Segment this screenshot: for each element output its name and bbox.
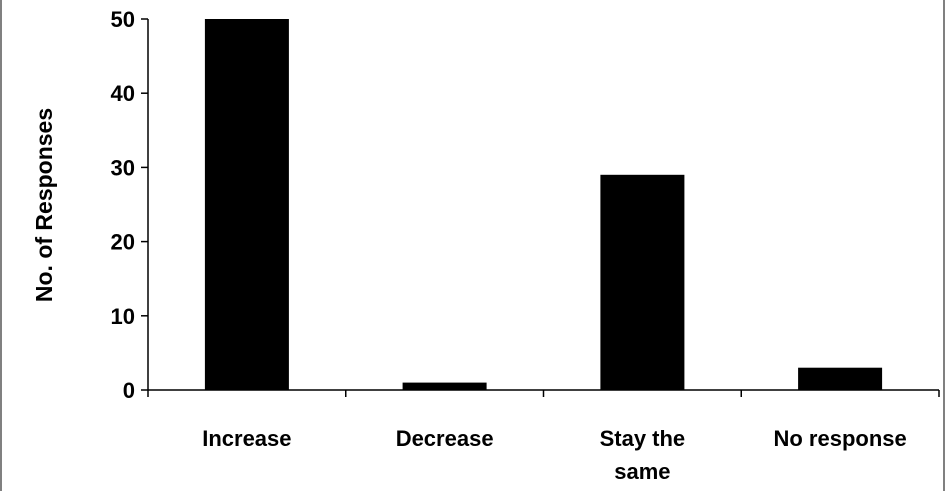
x-ticks-layer <box>147 390 940 397</box>
y-axis-title: No. of Responses <box>31 108 57 302</box>
x-tick-label-line: No response <box>773 426 906 451</box>
bar-no-response <box>798 367 883 390</box>
x-tick-label-no-response: No response <box>773 426 906 451</box>
y-tick-label-0: 0 <box>123 378 135 403</box>
bar-stay-the-same <box>600 174 685 390</box>
y-tick-label-30: 30 <box>111 155 135 180</box>
x-labels-layer: Increase Decrease Stay the same No response <box>202 426 907 484</box>
y-tick-label-20: 20 <box>111 230 135 255</box>
x-tick-label-decrease: Decrease <box>396 426 494 451</box>
x-tick-label-increase: Increase <box>202 426 291 451</box>
bar-decrease <box>402 382 487 390</box>
y-tick-label-40: 40 <box>111 81 135 106</box>
y-tick-label-10: 10 <box>111 304 135 329</box>
bars-layer <box>204 19 883 390</box>
y-tick-label-50: 50 <box>111 7 135 32</box>
x-tick-label-line: same <box>614 459 670 484</box>
x-tick-label-line: Decrease <box>396 426 494 451</box>
x-tick-label-line: Stay the <box>600 426 686 451</box>
x-tick-label-stay-the-same: Stay the same <box>600 426 686 484</box>
x-tick-label-line: Increase <box>202 426 291 451</box>
y-ticks-layer: 0 10 20 30 40 50 <box>111 7 148 403</box>
bar-increase <box>204 19 289 390</box>
